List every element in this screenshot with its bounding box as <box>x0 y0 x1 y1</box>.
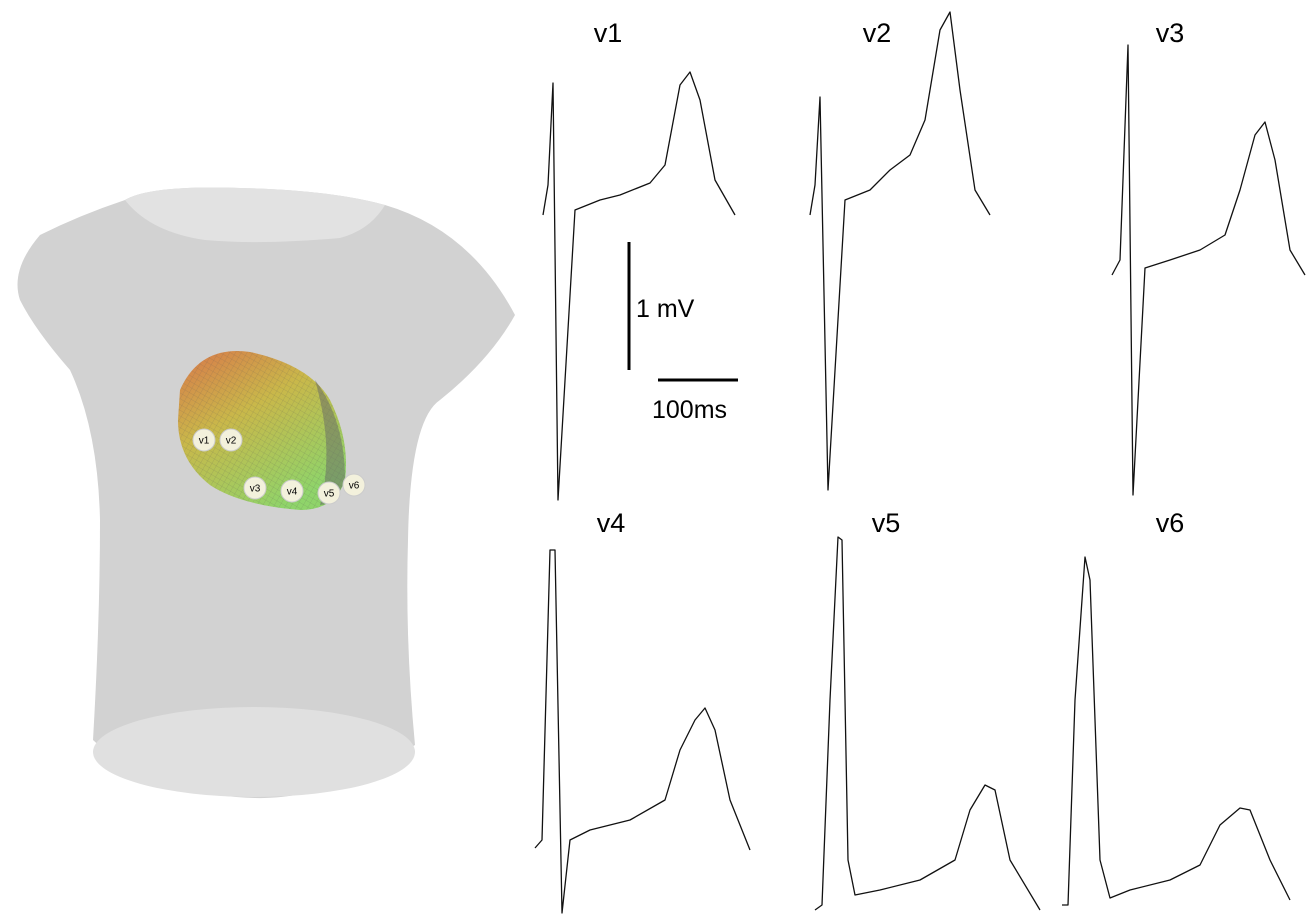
panel-title: v6 <box>1156 508 1185 538</box>
trace <box>534 549 751 914</box>
heart <box>178 351 346 510</box>
electrode-label: v2 <box>226 436 237 447</box>
panel-title: v5 <box>872 508 901 538</box>
electrode <box>192 428 216 452</box>
trace <box>542 71 736 501</box>
electrode <box>280 479 304 503</box>
panel-title: v1 <box>594 18 623 48</box>
trace <box>814 536 1041 911</box>
electrode <box>243 476 267 500</box>
electrode-label: v6 <box>349 481 360 492</box>
electrode <box>342 473 366 497</box>
panel-title: v4 <box>597 508 626 538</box>
panel-title: v3 <box>1156 18 1185 48</box>
electrode <box>219 428 243 452</box>
time-label: 100ms <box>652 396 727 424</box>
ecg-traces <box>534 11 1306 914</box>
electrode <box>317 481 341 505</box>
scale-bar: 1 mV 100ms <box>627 242 738 424</box>
electrode-label: v4 <box>287 487 298 498</box>
trace <box>1111 44 1306 496</box>
voltage-label: 1 mV <box>636 295 695 323</box>
panel-title: v2 <box>863 18 892 48</box>
trace <box>1062 556 1291 906</box>
electrode-label: v5 <box>324 489 335 500</box>
electrode-label: v3 <box>250 484 261 495</box>
electrode-label: v1 <box>199 436 210 447</box>
trace <box>809 11 991 491</box>
